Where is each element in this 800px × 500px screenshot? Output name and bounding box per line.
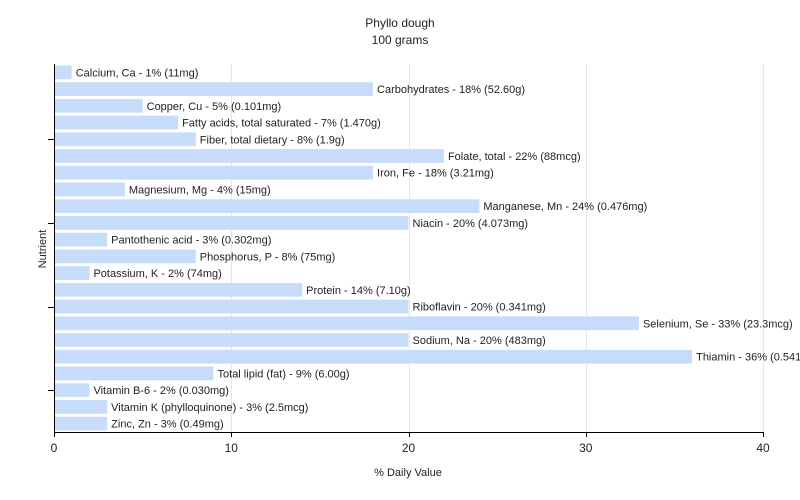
- bar-label: Pantothenic acid - 3% (0.302mg): [111, 235, 271, 247]
- bar-label: Potassium, K - 2% (74mg): [93, 268, 221, 280]
- axes: 0 10 20 30 40: [48, 64, 770, 455]
- bar-label: Selenium, Se - 33% (23.3mcg): [643, 318, 793, 330]
- bar-label: Folate, total - 22% (88mcg): [448, 151, 581, 163]
- bar: [54, 216, 409, 230]
- bar: [54, 98, 143, 113]
- bar: [54, 316, 639, 331]
- chart-subtitle: 100 grams: [372, 33, 429, 47]
- bar: [54, 299, 409, 314]
- bar: [54, 333, 409, 347]
- bar: [54, 383, 90, 398]
- bar-label: Zinc, Zn - 3% (0.49mg): [111, 419, 223, 431]
- bar-label: Niacin - 20% (4.073mg): [413, 218, 529, 230]
- x-axis-label: % Daily Value: [374, 467, 442, 479]
- x-tick-label: 30: [579, 441, 593, 455]
- y-axis-label: Nutrient: [37, 230, 49, 269]
- bar-label: Thiamin - 36% (0.541mg): [696, 352, 800, 364]
- bar: [54, 266, 90, 280]
- x-tick-label: 0: [51, 441, 58, 455]
- bar: [54, 249, 196, 264]
- bar-label: Calcium, Ca - 1% (11mg): [76, 67, 199, 79]
- bar-label: Total lipid (fat) - 9% (6.00g): [218, 368, 350, 380]
- x-tick-label: 10: [225, 441, 239, 455]
- bar: [54, 199, 480, 214]
- bar-label: Iron, Fe - 18% (3.21mg): [377, 168, 494, 180]
- bar: [54, 149, 444, 163]
- grid-lines: [231, 64, 764, 432]
- bar-label: Protein - 14% (7.10g): [306, 285, 411, 297]
- bar-label: Fatty acids, total saturated - 7% (1.470…: [182, 118, 381, 130]
- bar-label: Magnesium, Mg - 4% (15mg): [129, 184, 271, 196]
- bar-label: Sodium, Na - 20% (483mg): [413, 335, 546, 347]
- bar-label: Carbohydrates - 18% (52.60g): [377, 84, 525, 96]
- bar-label: Vitamin B-6 - 2% (0.030mg): [93, 385, 229, 397]
- bar: [54, 232, 108, 247]
- bar-label: Phosphorus, P - 8% (75mg): [200, 251, 336, 263]
- bar-label: Fiber, total dietary - 8% (1.9g): [200, 134, 345, 146]
- chart-title: Phyllo dough: [365, 16, 434, 30]
- bar: [54, 416, 108, 431]
- bar-label: Copper, Cu - 5% (0.101mg): [147, 101, 282, 113]
- bar: [54, 366, 214, 381]
- bar: [54, 165, 374, 180]
- bar: [54, 349, 693, 364]
- x-tick-label: 40: [756, 441, 770, 455]
- bar: [54, 65, 72, 80]
- bar: [54, 82, 374, 96]
- bar-label: Manganese, Mn - 24% (0.476mg): [483, 201, 647, 213]
- x-tick-label: 20: [402, 441, 416, 455]
- bar: [54, 115, 179, 130]
- bar: [54, 132, 196, 147]
- bar: [54, 282, 303, 297]
- bar-label: Vitamin K (phylloquinone) - 3% (2.5mcg): [111, 402, 308, 414]
- bar: [54, 400, 108, 414]
- bar-label: Riboflavin - 20% (0.341mg): [413, 302, 546, 314]
- bars: Calcium, Ca - 1% (11mg) Carbohydrates - 1…: [54, 65, 800, 431]
- bar: [54, 182, 125, 197]
